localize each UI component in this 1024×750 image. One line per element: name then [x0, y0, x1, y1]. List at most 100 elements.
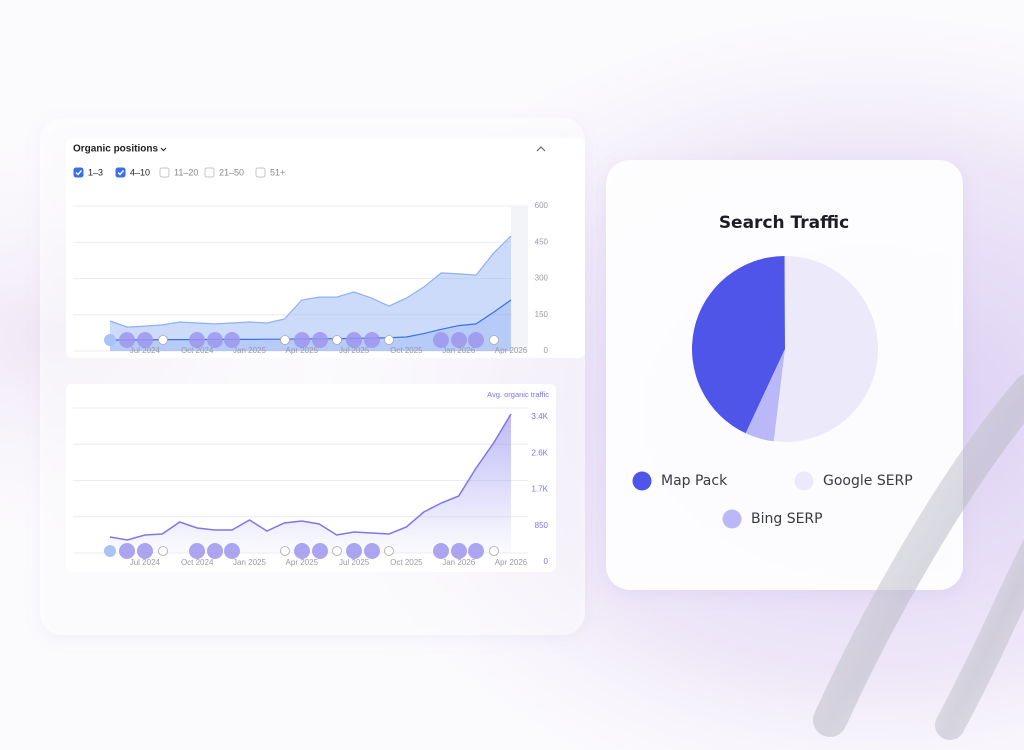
- event-marker[interactable]: [384, 546, 394, 556]
- y-tick-label: 600: [535, 201, 549, 210]
- y-axis-label: Avg. organic traffic: [487, 390, 549, 399]
- filter-label[interactable]: 21–50: [219, 167, 244, 177]
- x-tick-label: Jul 2025: [339, 346, 370, 355]
- checkbox[interactable]: [73, 167, 84, 178]
- series-area: [110, 300, 511, 351]
- x-tick-label: Jul 2025: [339, 558, 370, 567]
- event-marker[interactable]: [332, 335, 342, 345]
- event-marker[interactable]: [119, 332, 135, 348]
- event-marker[interactable]: [312, 543, 328, 559]
- x-tick-label: Jan 2026: [442, 558, 475, 567]
- event-marker[interactable]: [189, 543, 205, 559]
- x-tick-label: Oct 2024: [181, 558, 214, 567]
- x-tick-label: Jan 2025: [233, 558, 266, 567]
- event-marker[interactable]: [451, 332, 467, 348]
- x-tick-label: Oct 2025: [390, 346, 423, 355]
- filter-label[interactable]: 51+: [270, 167, 285, 177]
- x-tick-label: Jan 2025: [233, 346, 266, 355]
- event-marker[interactable]: [346, 543, 362, 559]
- glass-decoration: [813, 374, 1024, 737]
- y-tick-label: 2.6K: [532, 448, 549, 457]
- legend-swatch: [722, 509, 742, 529]
- event-marker[interactable]: [224, 332, 240, 348]
- event-marker[interactable]: [280, 546, 290, 556]
- collapse-icon[interactable]: [536, 146, 546, 152]
- event-marker[interactable]: [433, 543, 449, 559]
- event-marker[interactable]: [137, 332, 153, 348]
- y-tick-label: 3.4K: [532, 412, 549, 421]
- event-marker[interactable]: [158, 335, 168, 345]
- x-tick-label: Jul 2024: [130, 346, 161, 355]
- event-marker[interactable]: [468, 543, 484, 559]
- event-marker[interactable]: [207, 332, 223, 348]
- series-line: [109, 299, 512, 341]
- y-tick-label: 1.7K: [532, 485, 549, 494]
- event-marker[interactable]: [294, 543, 310, 559]
- event-marker: [104, 334, 116, 346]
- legend-swatch: [794, 471, 814, 491]
- glass-decoration: [935, 538, 1024, 740]
- event-marker[interactable]: [451, 543, 467, 559]
- legend-label: Bing SERP: [751, 511, 823, 527]
- checkbox[interactable]: [159, 167, 170, 178]
- legend-swatch: [632, 471, 652, 491]
- x-tick-label: Jul 2024: [130, 558, 161, 567]
- event-marker[interactable]: [364, 332, 380, 348]
- series-area: [110, 236, 511, 351]
- pie-title: Search Traffic: [719, 213, 849, 233]
- pie-slice: [773, 255, 878, 442]
- event-marker[interactable]: [294, 332, 310, 348]
- event-marker[interactable]: [332, 546, 342, 556]
- x-tick-label: Apr 2025: [286, 346, 319, 355]
- event-marker[interactable]: [312, 332, 328, 348]
- y-tick-label: 300: [535, 274, 549, 283]
- checkbox[interactable]: [255, 167, 266, 178]
- y-tick-label: 0: [544, 346, 549, 355]
- panel-title: Organic positions: [73, 144, 158, 155]
- event-marker[interactable]: [119, 543, 135, 559]
- checkmark: [75, 170, 83, 176]
- event-marker[interactable]: [433, 332, 449, 348]
- filter-label[interactable]: 11–20: [174, 167, 198, 177]
- x-tick-label: Jan 2026: [442, 346, 475, 355]
- checkbox[interactable]: [115, 167, 126, 178]
- legend-label: Google SERP: [823, 473, 913, 489]
- event-marker[interactable]: [207, 543, 223, 559]
- filter-label[interactable]: 1–3: [88, 167, 103, 177]
- event-marker[interactable]: [364, 543, 380, 559]
- pie-slice: [745, 349, 785, 442]
- dropdown-icon[interactable]: [160, 147, 167, 152]
- event-marker[interactable]: [468, 332, 484, 348]
- forecast-band: [511, 206, 528, 351]
- pie-slice: [691, 256, 785, 434]
- series-line: [109, 235, 512, 328]
- x-tick-label: Apr 2026: [495, 346, 528, 355]
- x-tick-label: Apr 2025: [286, 558, 319, 567]
- event-marker[interactable]: [224, 543, 240, 559]
- x-tick-label: Oct 2025: [390, 558, 423, 567]
- event-marker[interactable]: [137, 543, 153, 559]
- filter-label[interactable]: 4–10: [130, 167, 150, 177]
- checkbox[interactable]: [204, 167, 215, 178]
- y-tick-label: 450: [535, 237, 549, 246]
- checkmark: [117, 170, 125, 176]
- series-line: [109, 413, 512, 541]
- y-tick-label: 150: [535, 310, 549, 319]
- event-marker[interactable]: [189, 332, 205, 348]
- event-marker: [104, 545, 116, 557]
- y-tick-label: 0: [544, 557, 549, 566]
- legend-label: Map Pack: [661, 473, 728, 489]
- y-tick-label: 850: [535, 521, 549, 530]
- event-marker[interactable]: [384, 335, 394, 345]
- positions-panel: [66, 138, 585, 358]
- event-marker[interactable]: [280, 335, 290, 345]
- event-marker[interactable]: [489, 546, 499, 556]
- event-marker[interactable]: [346, 332, 362, 348]
- event-marker[interactable]: [158, 546, 168, 556]
- event-marker[interactable]: [489, 335, 499, 345]
- x-tick-label: Apr 2026: [495, 558, 528, 567]
- x-tick-label: Oct 2024: [181, 346, 214, 355]
- series-area: [110, 414, 511, 553]
